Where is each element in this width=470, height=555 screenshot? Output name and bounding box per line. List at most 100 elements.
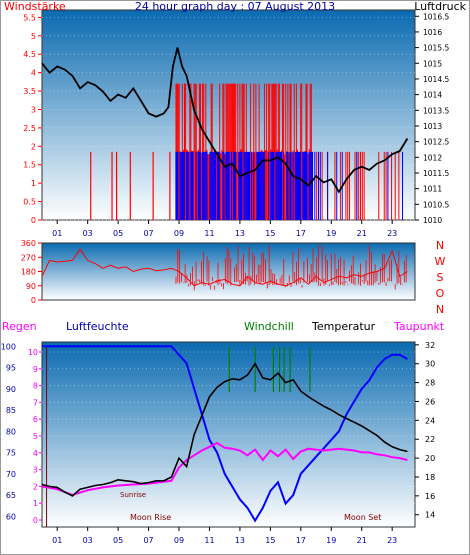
humidity-axis-tick-label: 95 <box>6 364 16 373</box>
humidity-axis-tick-label: 100 <box>1 342 16 351</box>
wind-axis-tick-label: 2.5 <box>23 124 36 133</box>
time-axis-tick-label: 17 <box>296 536 306 545</box>
pressure-axis-tick-label: 1015.5 <box>423 44 449 53</box>
wind-axis-tick-label: 5.5 <box>23 13 36 22</box>
pressure-axis-tick-label: 1013 <box>423 122 442 131</box>
time-axis-tick-label: 01 <box>52 536 62 545</box>
temperature-axis-tick-label: 28 <box>425 379 435 388</box>
pressure-axis-tick-label: 1015 <box>423 59 442 68</box>
time-axis-tick-label: 11 <box>204 536 214 545</box>
pressure-line <box>41 47 409 194</box>
temperature-axis-tick-label: 16 <box>425 492 435 501</box>
direction-axis-tick-label: 90 <box>26 282 36 291</box>
temperature-line <box>41 362 408 497</box>
wind-axis-tick-label: 2 <box>31 142 36 151</box>
windchill-label: Windchill <box>244 320 294 333</box>
temperature-axis-tick-label: 22 <box>425 435 435 444</box>
wind-strength-label: Windstärke <box>4 0 66 13</box>
chart-title: 24 hour graph day : 07 August 2013 <box>135 0 335 13</box>
pressure-axis-tick-label: 1014.5 <box>423 75 449 84</box>
compass-label: N <box>436 303 444 316</box>
rain-axis-tick-label: 9 <box>33 365 38 374</box>
wind-axis-tick-label: 0 <box>31 216 36 225</box>
humidity-axis-tick-label: 65 <box>6 491 16 500</box>
time-axis-tick-label: 03 <box>83 229 93 238</box>
rain-axis-tick-label: 1 <box>33 499 38 508</box>
pressure-axis-tick-label: 1010.5 <box>423 200 449 209</box>
wind-axis-tick-label: 3.5 <box>23 87 36 96</box>
time-axis-tick-label: 21 <box>357 536 367 545</box>
temperature-axis-tick-label: 14 <box>425 511 435 520</box>
pressure-axis-tick-label: 1013.5 <box>423 106 449 115</box>
wind-axis-tick-label: 4.5 <box>23 50 36 59</box>
humidity-axis-tick-label: 90 <box>6 385 16 394</box>
time-axis-tick-label: 07 <box>143 229 153 238</box>
rain-axis-tick-label: 2 <box>33 482 38 491</box>
time-axis-tick-label: 19 <box>326 536 336 545</box>
rain-axis-tick-label: 7 <box>33 398 38 407</box>
wind-axis-tick-label: 5 <box>31 32 36 41</box>
time-axis-tick-label: 01 <box>52 229 62 238</box>
time-axis-tick-label: 09 <box>174 536 184 545</box>
compass-label: N <box>436 239 444 252</box>
pressure-axis-tick-label: 1011.5 <box>423 169 449 178</box>
time-axis-tick-label: 17 <box>296 229 306 238</box>
temperature-axis-tick-label: 18 <box>425 473 435 482</box>
humidity-axis-tick-label: 80 <box>6 427 16 436</box>
time-axis-tick-label: 13 <box>235 536 245 545</box>
wind-axis-tick-label: 1.5 <box>23 161 36 170</box>
direction-axis-tick-label: 360 <box>21 239 36 248</box>
temperature-label: Temperatur <box>311 320 376 333</box>
time-axis-tick-label: 11 <box>204 229 214 238</box>
temperature-axis-tick-label: 32 <box>425 341 435 350</box>
humidity-axis-tick-label: 60 <box>6 512 16 521</box>
pressure-axis-tick-label: 1012.5 <box>423 138 449 147</box>
pressure-axis-tick-label: 1012 <box>423 153 442 162</box>
time-axis-tick-label: 23 <box>387 229 397 238</box>
wind-direction-plot-area <box>41 242 416 301</box>
rain-axis-tick-label: 0 <box>33 516 38 525</box>
humidity-axis-tick-label: 75 <box>6 449 16 458</box>
time-axis-tick-label: 23 <box>387 536 397 545</box>
rain-axis-tick-label: 8 <box>33 382 38 391</box>
temperature-axis-tick-label: 24 <box>425 416 435 425</box>
wind-axis-tick-label: 1 <box>31 179 36 188</box>
time-axis-tick-label: 09 <box>174 229 184 238</box>
direction-axis-tick-label: 180 <box>21 268 36 277</box>
compass-label: O <box>436 287 445 300</box>
time-axis-tick-label: 05 <box>113 536 123 545</box>
moon-rise-label: Moon Rise <box>130 513 171 522</box>
time-axis-tick-label: 03 <box>83 536 93 545</box>
direction-axis-tick-label: 0 <box>31 296 36 305</box>
pressure-axis-tick-label: 1010 <box>423 216 442 225</box>
temperature-axis-tick-label: 30 <box>425 360 435 369</box>
time-axis-tick-label: 15 <box>265 536 275 545</box>
compass-label: W <box>435 255 446 268</box>
pressure-axis-tick-label: 1016.5 <box>423 12 449 21</box>
rain-axis-tick-label: 4 <box>33 449 38 458</box>
temperature-axis-tick-label: 20 <box>425 454 435 463</box>
wind-axis-tick-label: 4 <box>31 69 36 78</box>
rain-axis-tick-label: 6 <box>33 415 38 424</box>
compass-label: S <box>437 271 444 284</box>
pressure-label: Luftdruck <box>414 0 466 13</box>
time-axis-tick-label: 05 <box>113 229 123 238</box>
rain-label: Regen <box>2 320 37 333</box>
humidity-line <box>42 345 408 523</box>
time-axis-tick-label: 13 <box>235 229 245 238</box>
time-axis-tick-label: 21 <box>357 229 367 238</box>
rain-axis-tick-label: 3 <box>33 466 38 475</box>
direction-axis-tick-label: 270 <box>21 253 36 262</box>
humidity-axis-tick-label: 85 <box>6 406 16 415</box>
pressure-axis-tick-label: 1014 <box>423 91 442 100</box>
temp-humidity-plot-area <box>41 341 416 528</box>
wind-axis-tick-label: 3 <box>31 105 36 114</box>
time-axis-tick-label: 19 <box>326 229 336 238</box>
rain-axis-tick-label: 5 <box>33 432 38 441</box>
pressure-axis-tick-label: 1011 <box>423 185 442 194</box>
wind-direction-line <box>41 248 408 287</box>
time-axis-tick-label: 07 <box>143 536 153 545</box>
time-axis-tick-label: 15 <box>265 229 275 238</box>
